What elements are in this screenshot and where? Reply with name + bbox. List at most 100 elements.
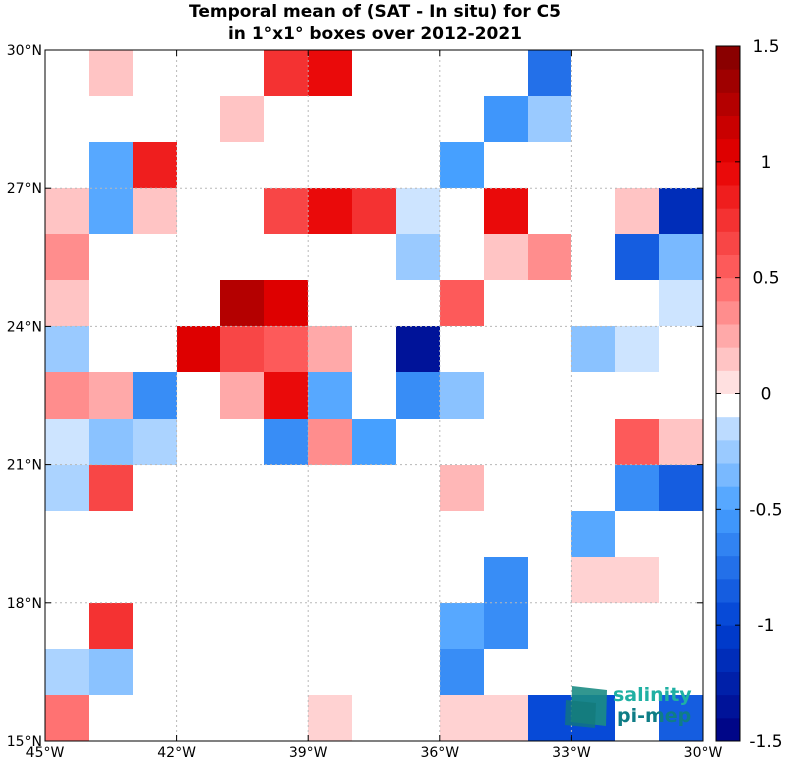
- colorbar-level: [716, 46, 740, 70]
- colorbar-level: [716, 486, 740, 510]
- x-tick-label: 39°W: [289, 745, 328, 761]
- x-tick-label: 36°W: [420, 745, 459, 761]
- logo-text-salinity: salinity: [613, 684, 692, 706]
- heatmap-cell: [45, 234, 89, 280]
- heatmap-cell: [45, 280, 89, 326]
- colorbar-level: [716, 231, 740, 255]
- colorbar-tick-label: 0.5: [752, 269, 779, 289]
- heatmap-cell: [89, 188, 133, 234]
- colorbar-level: [716, 300, 740, 325]
- heatmap-cell: [615, 419, 659, 465]
- y-tick-label: 24°N: [7, 319, 42, 335]
- heatmap-cell: [659, 234, 703, 280]
- heatmap-cell: [264, 280, 308, 326]
- heatmap-cell: [220, 326, 264, 372]
- colorbar-level: [716, 509, 740, 533]
- colorbar-level: [716, 625, 740, 649]
- heatmap-cell: [352, 188, 396, 234]
- colorbar-level: [716, 92, 740, 116]
- heatmap-cell: [528, 695, 571, 741]
- y-tick-label: 30°N: [7, 43, 42, 59]
- y-tick-label: 21°N: [7, 458, 42, 474]
- colorbar-level: [716, 416, 740, 441]
- chart-title-line-1: Temporal mean of (SAT - In situ) for C5: [189, 2, 561, 22]
- heatmap-cell: [220, 372, 264, 419]
- heatmap-cell: [484, 603, 528, 649]
- heatmap-cell: [396, 234, 440, 280]
- heatmap-cell: [659, 695, 703, 741]
- colorbar-level: [716, 648, 740, 672]
- heatmap-cell: [571, 511, 615, 557]
- heatmap-cell: [89, 142, 133, 188]
- heatmap-cell: [45, 419, 89, 465]
- colorbar-level: [716, 324, 740, 348]
- colorbar-level: [716, 370, 740, 394]
- y-tick-label: 18°N: [7, 596, 42, 612]
- logo-text-pi-mep: pi-mep: [617, 705, 691, 727]
- heatmap-cell: [571, 326, 615, 372]
- colorbar-level: [716, 161, 740, 186]
- heatmap-cells: [45, 50, 703, 741]
- heatmap-cell: [89, 465, 133, 511]
- x-tick-label: 33°W: [552, 745, 591, 761]
- heatmap-cell: [528, 50, 571, 96]
- heatmap-cell: [484, 695, 528, 741]
- gridlines: [45, 50, 703, 741]
- heatmap-cell: [440, 695, 484, 741]
- heatmap-cell: [133, 372, 177, 419]
- colorbar-tick-label: -1.5: [749, 732, 782, 752]
- colorbar-level: [716, 717, 740, 742]
- heatmap-cell: [396, 372, 440, 419]
- heatmap-cell: [89, 649, 133, 695]
- heatmap-cell: [528, 96, 571, 142]
- heatmap-cell: [45, 649, 89, 695]
- colorbar-level: [716, 115, 740, 140]
- colorbar-tick-label: 1.5: [752, 37, 779, 57]
- heatmap-cell: [45, 326, 89, 372]
- heatmap-cell: [659, 465, 703, 511]
- heatmap-cell: [659, 280, 703, 326]
- colorbar-level: [716, 393, 740, 418]
- heatmap-cell: [396, 326, 440, 372]
- heatmap-cell: [615, 557, 659, 603]
- colorbar-level: [716, 138, 740, 163]
- colorbar: 1.5 1 0.5 0 -0.5 -1 -1.5: [715, 37, 783, 752]
- heatmap-cell: [308, 188, 352, 234]
- heatmap-cell: [308, 419, 352, 465]
- heatmap-cell: [440, 465, 484, 511]
- colorbar-level: [716, 208, 740, 232]
- heatmap-cell: [264, 419, 308, 465]
- x-tick-label: 30°W: [684, 745, 723, 761]
- colorbar-level: [716, 69, 740, 93]
- heatmap-cell: [484, 188, 528, 234]
- colorbar-level: [716, 602, 740, 626]
- heatmap-cell: [264, 50, 308, 96]
- y-tick-label: 27°N: [7, 181, 42, 197]
- heatmap-cell: [133, 188, 177, 234]
- heatmap-cell: [45, 372, 89, 419]
- heatmap-cell: [264, 372, 308, 419]
- heatmap-cell: [440, 280, 484, 326]
- heatmap-cell: [440, 649, 484, 695]
- chart-title-line-2: in 1°x1° boxes over 2012-2021: [228, 24, 522, 44]
- heatmap-cell: [440, 372, 484, 419]
- heatmap-cell: [308, 50, 352, 96]
- heatmap-cell: [440, 603, 484, 649]
- heatmap-cell: [615, 465, 659, 511]
- heatmap-cell: [89, 50, 133, 96]
- heatmap-cell: [659, 419, 703, 465]
- heatmap-cell: [484, 96, 528, 142]
- heatmap-cell: [484, 234, 528, 280]
- heatmap-cell: [615, 234, 659, 280]
- heatmap-cell: [308, 372, 352, 419]
- colorbar-level: [716, 555, 740, 580]
- heatmap-cell: [133, 142, 177, 188]
- salinity-pi-mep-logo: salinity pi-mep: [565, 684, 692, 728]
- colorbar-tick-label: -0.5: [749, 500, 782, 520]
- colorbar-level: [716, 578, 740, 603]
- y-tick-label: 15°N: [7, 734, 42, 750]
- heatmap-cell: [45, 695, 89, 741]
- colorbar-level: [716, 277, 740, 302]
- heatmap-cell: [89, 372, 133, 419]
